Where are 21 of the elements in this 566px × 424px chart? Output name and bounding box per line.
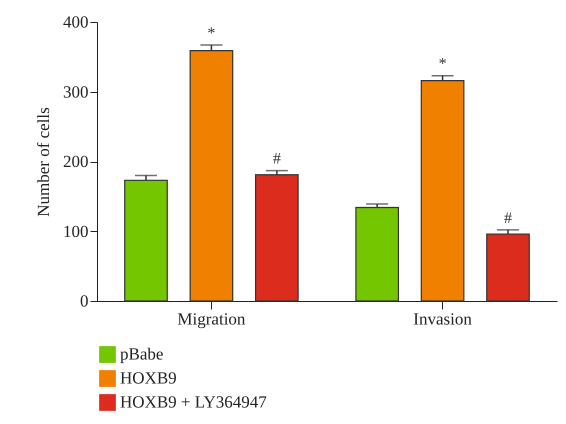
y-axis-title: Number of cells <box>34 107 53 217</box>
bar <box>355 206 400 302</box>
data-label: * <box>438 56 447 73</box>
y-tick-label: 100 <box>63 222 88 241</box>
bar <box>420 80 464 302</box>
x-tick-label: Invasion <box>413 310 472 328</box>
legend-label: HOXB9 <box>120 368 177 388</box>
bar <box>254 174 299 302</box>
legend-label: HOXB9 + LY364947 <box>120 392 268 412</box>
y-tick-label: 300 <box>63 82 88 102</box>
data-label: * <box>207 25 216 42</box>
x-tick-label: Migration <box>177 310 246 328</box>
data-label: # <box>272 150 281 168</box>
bar <box>486 233 530 302</box>
bar <box>124 180 168 302</box>
bar <box>190 50 234 302</box>
y-tick-label: 400 <box>63 12 88 32</box>
y-tick-label: 200 <box>63 152 88 171</box>
y-tick-label: 0 <box>80 292 88 310</box>
legend-label: pBabe <box>120 344 164 364</box>
data-label: # <box>504 210 512 227</box>
